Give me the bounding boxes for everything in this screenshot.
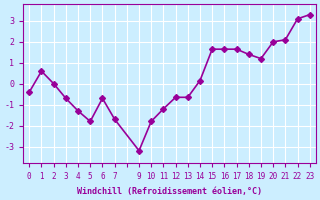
- X-axis label: Windchill (Refroidissement éolien,°C): Windchill (Refroidissement éolien,°C): [77, 187, 262, 196]
